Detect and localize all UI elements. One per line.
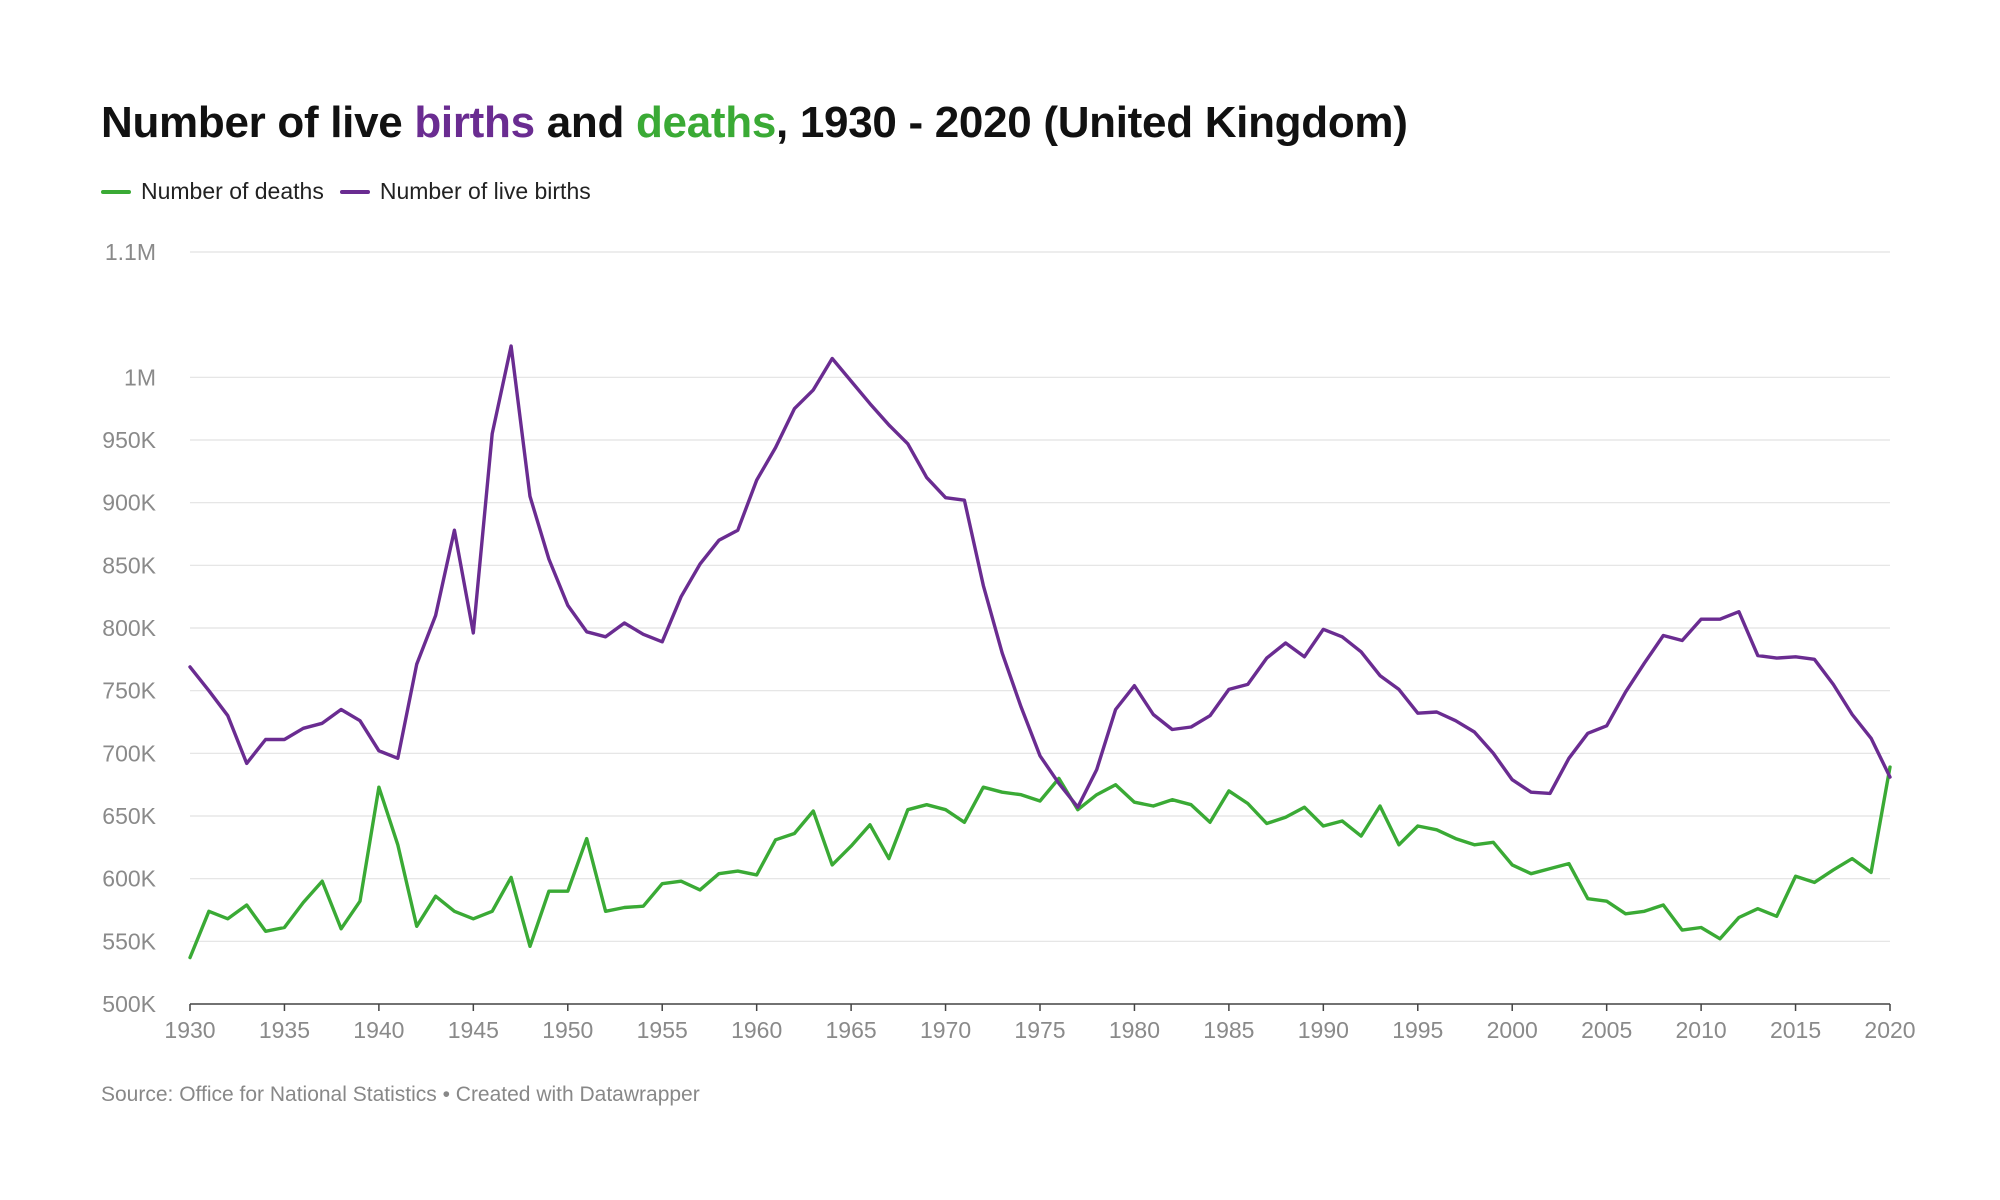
legend-label-deaths: Number of deaths — [141, 178, 324, 204]
x-tick-label: 1970 — [920, 1017, 971, 1043]
legend-swatch-births — [339, 189, 370, 194]
y-tick-label: 850K — [102, 552, 156, 578]
x-tick-label: 1945 — [448, 1017, 499, 1043]
y-tick-label: 600K — [102, 866, 156, 892]
y-tick-label: 500K — [102, 991, 156, 1017]
title-births-word: births — [414, 98, 535, 147]
y-tick-label: 650K — [102, 803, 156, 829]
x-tick-label: 1990 — [1298, 1017, 1349, 1043]
y-tick-label: 700K — [102, 740, 156, 766]
source-note: Source: Office for National Statistics •… — [101, 1083, 700, 1106]
x-tick-label: 1955 — [637, 1017, 688, 1043]
x-tick-label: 2005 — [1581, 1017, 1632, 1043]
x-tick-label: 1975 — [1014, 1017, 1065, 1043]
x-tick-label: 1960 — [731, 1017, 782, 1043]
gridlines — [190, 251, 1890, 1005]
legend-item-deaths[interactable]: Number of deaths — [101, 178, 324, 205]
x-tick-label: 1985 — [1203, 1017, 1254, 1043]
x-tick-label: 1995 — [1392, 1017, 1443, 1043]
title-suffix: , 1930 - 2020 (United Kingdom) — [776, 98, 1408, 147]
y-tick-label: 550K — [102, 928, 156, 954]
legend: Number of deaths Number of live births — [101, 178, 607, 205]
y-axis-ticks: 500K 550K 600K 650K 700K 750K 800K 850K 900K 950K… — [102, 239, 156, 1017]
legend-swatch-deaths — [101, 189, 131, 194]
x-tick-label: 1950 — [542, 1017, 593, 1043]
y-tick-label: 750K — [102, 678, 156, 704]
title-prefix: Number of live — [101, 98, 415, 147]
series-line-deaths — [188, 765, 1892, 960]
y-tick-label: 900K — [102, 490, 156, 516]
x-tick-label: 2015 — [1770, 1017, 1821, 1043]
x-axis-ticks: 1930 1935 1940 1945 1950 1955 1960 1965 1970 1975… — [164, 1004, 1916, 1043]
x-tick-label: 2000 — [1487, 1017, 1538, 1043]
series-lines — [188, 344, 1892, 960]
x-tick-label: 2020 — [1864, 1017, 1915, 1043]
y-tick-label: 950K — [102, 427, 156, 453]
y-tick-label: 1M — [124, 364, 156, 390]
series-line-births — [188, 344, 1892, 809]
title-middle: and — [534, 98, 636, 147]
legend-item-births[interactable]: Number of live births — [339, 178, 591, 205]
x-tick-label: 1935 — [259, 1017, 310, 1043]
y-tick-label: 1.1M — [105, 239, 156, 265]
legend-label-births: Number of live births — [379, 178, 591, 204]
x-tick-label: 1965 — [826, 1017, 877, 1043]
x-tick-label: 1980 — [1109, 1017, 1160, 1043]
y-tick-label: 800K — [102, 615, 156, 641]
title-deaths-word: deaths — [635, 98, 776, 147]
x-tick-label: 1930 — [164, 1017, 215, 1043]
x-tick-label: 2010 — [1676, 1017, 1727, 1043]
x-tick-label: 1940 — [353, 1017, 404, 1043]
chart-title: Number of live births and deaths, 1930 -… — [101, 98, 1408, 148]
